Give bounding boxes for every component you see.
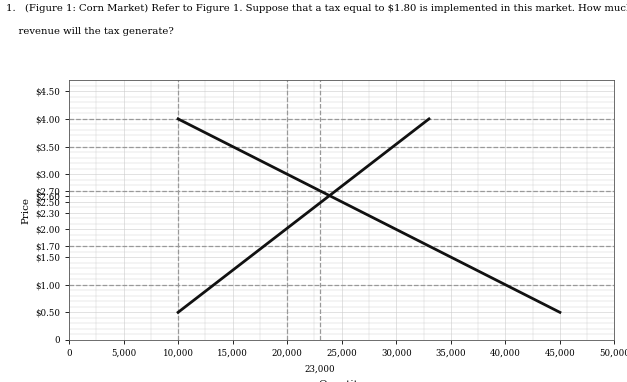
Text: 1.   (Figure 1: Corn Market) Refer to Figure 1. Suppose that a tax equal to $1.8: 1. (Figure 1: Corn Market) Refer to Figu… [6, 4, 627, 13]
Text: 23,000: 23,000 [305, 365, 335, 374]
Text: revenue will the tax generate?: revenue will the tax generate? [6, 27, 174, 36]
Y-axis label: Price: Price [22, 197, 31, 223]
X-axis label: Quantity: Quantity [319, 380, 364, 382]
